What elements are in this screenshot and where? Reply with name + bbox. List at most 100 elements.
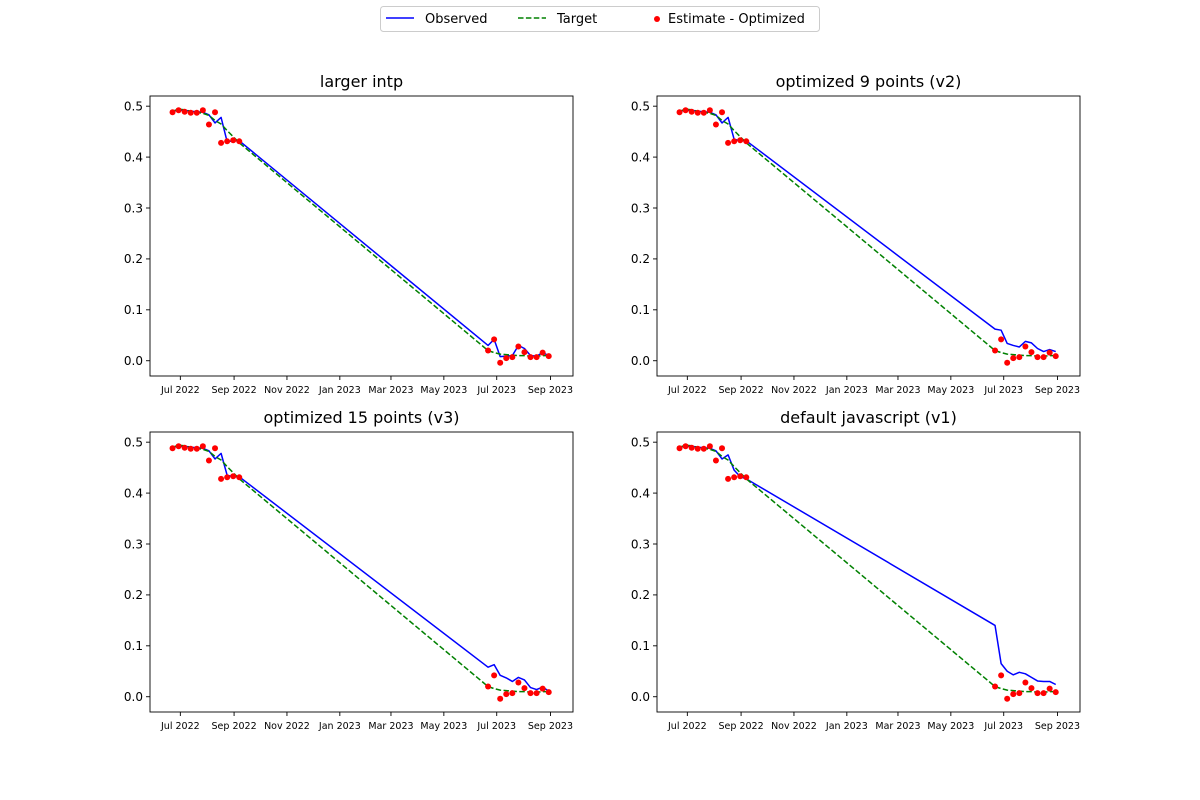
estimate-point — [509, 354, 516, 361]
subplot-title: default javascript (v1) — [780, 408, 957, 427]
estimate-point — [700, 109, 707, 116]
y-tick-label: 0.2 — [631, 588, 650, 602]
x-tick-label: Mar 2023 — [368, 385, 413, 396]
y-tick-label: 0.1 — [631, 639, 650, 653]
x-tick-label: Jan 2023 — [318, 721, 361, 732]
estimate-point — [497, 695, 504, 702]
estimate-point — [199, 107, 206, 114]
estimate-point — [682, 443, 689, 450]
x-tick-label: Nov 2022 — [771, 721, 817, 732]
estimate-point — [539, 685, 546, 692]
observed-line — [172, 109, 550, 358]
estimate-point — [688, 444, 695, 451]
estimate-point — [533, 354, 540, 361]
estimate-point — [706, 107, 713, 114]
legend-frame — [380, 6, 820, 32]
estimate-point — [1046, 685, 1053, 692]
estimate-point — [515, 343, 522, 350]
estimate-point — [212, 445, 219, 452]
x-tick-label: Jul 2023 — [476, 721, 516, 732]
subplot-2: optimized 9 points (v2) 0.0 0.1 0.2 0.3 0.4 0.… — [631, 72, 1081, 396]
x-tick-label: Nov 2022 — [264, 721, 310, 732]
y-tick-label: 0.5 — [631, 435, 650, 449]
estimate-point — [521, 349, 528, 356]
y-tick-label: 0.1 — [124, 639, 143, 653]
estimate-point — [509, 690, 516, 697]
estimate-point — [719, 445, 726, 452]
estimate-point — [694, 109, 701, 116]
estimate-point — [992, 347, 999, 354]
x-tick-label: Sep 2023 — [1035, 721, 1080, 732]
y-tick-label: 0.5 — [124, 99, 143, 113]
subplot-title: optimized 9 points (v2) — [776, 72, 962, 91]
axes-frame — [656, 95, 1081, 377]
estimate-point — [998, 672, 1005, 679]
y-tick-label: 0.0 — [124, 690, 143, 704]
x-tick-label: Mar 2023 — [875, 721, 920, 732]
x-tick-label: Jul 2022 — [160, 385, 200, 396]
estimate-point — [224, 138, 231, 145]
estimate-point — [485, 347, 492, 354]
estimate-point — [731, 138, 738, 145]
estimate-point — [187, 109, 194, 116]
estimate-point — [682, 107, 689, 114]
estimate-point — [236, 474, 243, 481]
x-tick-label: Mar 2023 — [368, 721, 413, 732]
estimate-point — [1010, 355, 1017, 362]
x-tick-label: Sep 2022 — [212, 721, 257, 732]
estimate-point — [743, 138, 750, 145]
estimate-point — [491, 336, 498, 343]
estimate-point — [676, 109, 683, 116]
axes-frame — [149, 431, 574, 713]
x-tick-label: Jan 2023 — [825, 385, 868, 396]
x-tick-label: Sep 2022 — [719, 721, 764, 732]
y-tick-label: 0.1 — [631, 303, 650, 317]
estimate-point — [700, 445, 707, 452]
estimate-point — [998, 336, 1005, 343]
estimate-point — [731, 474, 738, 481]
x-tick-label: Jan 2023 — [318, 385, 361, 396]
x-tick-label: Sep 2023 — [1035, 385, 1080, 396]
estimate-point — [205, 457, 212, 464]
x-tick-label: Jul 2022 — [160, 721, 200, 732]
legend-label: Estimate - Optimized — [668, 12, 805, 27]
observed-line — [679, 445, 1057, 686]
estimate-point — [230, 473, 237, 480]
estimate-point — [175, 107, 182, 114]
estimate-point — [187, 445, 194, 452]
estimate-point — [1052, 353, 1059, 360]
y-tick-label: 0.4 — [124, 486, 143, 500]
y-tick-label: 0.4 — [124, 150, 143, 164]
x-tick-label: Mar 2023 — [875, 385, 920, 396]
x-tick-label: Sep 2022 — [719, 385, 764, 396]
estimate-point — [725, 475, 732, 482]
estimate-point — [1016, 690, 1023, 697]
estimate-point — [515, 679, 522, 686]
x-tick-label: May 2023 — [927, 385, 974, 396]
estimate-point — [491, 672, 498, 679]
estimate-point — [706, 443, 713, 450]
y-tick-label: 0.3 — [124, 201, 143, 215]
estimate-point — [503, 691, 510, 698]
x-tick-label: May 2023 — [420, 385, 467, 396]
estimate-point — [181, 108, 188, 115]
y-tick-label: 0.5 — [631, 99, 650, 113]
estimate-point — [199, 443, 206, 450]
estimate-point — [712, 457, 719, 464]
estimate-point — [527, 690, 534, 697]
legend: Observed Target Estimate - Optimized — [380, 6, 820, 32]
estimate-point — [1052, 689, 1059, 696]
estimate-point — [175, 443, 182, 450]
estimate-point — [497, 359, 504, 366]
y-tick-label: 0.2 — [124, 588, 143, 602]
estimate-point — [181, 444, 188, 451]
estimate-point — [1016, 354, 1023, 361]
x-tick-label: May 2023 — [927, 721, 974, 732]
estimate-point — [694, 445, 701, 452]
observed-line — [679, 109, 1056, 353]
estimate-point — [527, 354, 534, 361]
axes-frame — [656, 431, 1081, 713]
y-tick-label: 0.3 — [124, 537, 143, 551]
y-tick-label: 0.3 — [631, 537, 650, 551]
